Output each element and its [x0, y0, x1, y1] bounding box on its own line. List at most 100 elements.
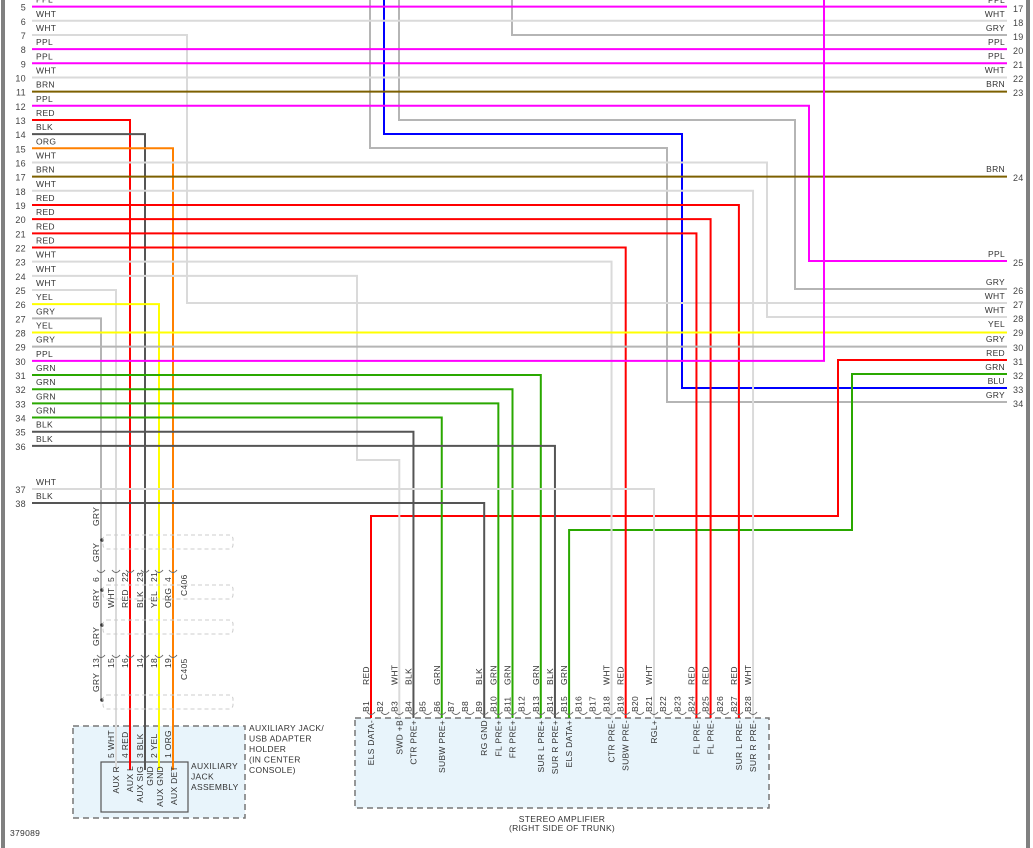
- wire-color-label: GRY: [986, 334, 1005, 344]
- c405-pin-number: 18: [149, 658, 159, 668]
- wire-color-label: WHT: [36, 179, 56, 189]
- amp-pin-function: SUR L PRE+: [536, 720, 546, 773]
- wire-number: 32: [1013, 371, 1024, 381]
- pin-terminal-icon: [423, 711, 432, 715]
- aux-jack-function: AUX L: [125, 766, 135, 792]
- c406-pin-number: 22: [120, 572, 130, 582]
- wire-left-15: [32, 147, 174, 770]
- wire-color-label: RED: [36, 193, 55, 203]
- aux-pin-label: 2 YEL: [149, 733, 159, 758]
- wire-number: 29: [15, 343, 26, 353]
- wire-number: 38: [15, 499, 26, 509]
- connector-terminal-icon: [96, 569, 106, 573]
- pin-terminal-icon: [564, 711, 574, 715]
- wire-left-23: [32, 260, 613, 718]
- aux-pin-label: 5 WHT: [106, 730, 116, 758]
- wire-right-33: [383, 0, 1007, 389]
- wire-left-13: [32, 118, 131, 770]
- wire-color-label: PPL: [36, 349, 53, 359]
- c406-pin-number: 23: [135, 572, 145, 582]
- wire-number: 19: [1013, 32, 1024, 42]
- wire-number: 21: [1013, 60, 1024, 70]
- wire-left-12: [32, 104, 1007, 262]
- wire-number: 35: [15, 428, 26, 438]
- wire-number: 8: [21, 45, 26, 55]
- amplifier-title: STEREO AMPLIFIER: [519, 814, 606, 824]
- wire-number: 23: [15, 258, 26, 268]
- shield-outline: [102, 619, 234, 635]
- wire-number: 24: [1013, 173, 1024, 183]
- pin-terminal-icon: [663, 711, 673, 715]
- wire-color-label: GRN: [36, 391, 56, 401]
- amp-pin-number: B26: [715, 696, 725, 712]
- c406-wire-color: GRY: [91, 589, 101, 608]
- amp-pin-number: B14: [545, 696, 555, 712]
- wire-left-26: [32, 303, 160, 770]
- c405-pin-number: 16: [120, 658, 130, 668]
- wire-color-label: RED: [36, 207, 55, 217]
- wire-left-32: [32, 388, 514, 718]
- amp-pin-function: FR PRE+: [508, 720, 518, 758]
- amp-pin-function: RGL+: [649, 720, 659, 744]
- connector-terminal-icon: [111, 569, 121, 573]
- amp-pin-function: FL PRE-: [706, 720, 716, 754]
- wire-color-label: BLU: [988, 376, 1005, 386]
- wire-right-31: [370, 359, 1007, 718]
- aux-holder-label: AUXILIARY JACK/: [249, 723, 324, 733]
- wire-color-label: YEL: [36, 321, 53, 331]
- wire-number: 23: [1013, 88, 1024, 98]
- amp-pin-function: SWD +B: [394, 720, 404, 755]
- connector-terminal-icon: [125, 654, 135, 658]
- wire-color-label: RED: [36, 235, 55, 245]
- pin-terminal-icon: [734, 711, 744, 715]
- aux-pin-label: 1 ORG: [163, 730, 173, 758]
- connector-terminal-icon: [154, 654, 164, 658]
- wire-color-label: PPL: [36, 0, 53, 5]
- wire-color-label: GRY: [36, 335, 55, 345]
- amp-pin-number: B27: [729, 696, 739, 712]
- wire-number: 33: [1013, 385, 1024, 395]
- wire-color-label: BRN: [986, 164, 1005, 174]
- wire-number: 27: [15, 314, 26, 324]
- wire-number: 34: [15, 414, 26, 424]
- wire-right-34: [369, 0, 1007, 403]
- wire-number: 36: [15, 442, 26, 452]
- connector-terminal-icon: [168, 569, 178, 573]
- amp-pin-function: CTR PRE+: [408, 720, 418, 765]
- wire-number: 15: [15, 144, 26, 154]
- wire-number: 20: [15, 215, 26, 225]
- wire-color-label: BLK: [36, 434, 53, 444]
- wire-color-label: YEL: [988, 319, 1005, 329]
- wire-right-19: [511, 0, 1007, 36]
- amp-pin-number: B25: [701, 696, 711, 712]
- wire-number: 22: [1013, 74, 1024, 84]
- aux-jack-assembly-box: [100, 761, 189, 813]
- wire-number: 21: [15, 229, 26, 239]
- pin-terminal-icon: [409, 711, 418, 715]
- aux-jack-label: JACK: [191, 772, 214, 782]
- wire-number: 31: [15, 371, 26, 381]
- connector-terminal-icon: [168, 654, 178, 658]
- wire-color-label: GRN: [985, 362, 1005, 372]
- c406-wire-color: WHT: [106, 588, 116, 608]
- pin-terminal-icon: [621, 711, 631, 715]
- wire-color-label: GRY: [986, 23, 1005, 33]
- wire-color-label: WHT: [985, 305, 1005, 315]
- amp-pin-number: B18: [602, 696, 612, 712]
- amp-pin-wire-color: GRN: [488, 665, 498, 685]
- pin-terminal-icon: [493, 711, 503, 715]
- wire-color-label: GRY: [36, 306, 55, 316]
- pin-terminal-icon: [451, 711, 461, 715]
- wire-number: 32: [15, 385, 26, 395]
- c406-pin-number: 6: [91, 577, 101, 582]
- wire-number: 25: [15, 286, 26, 296]
- wire-left-22: [32, 246, 627, 718]
- c406-wire-color: BLK: [135, 591, 145, 608]
- c406-wire-color: RED: [120, 589, 130, 608]
- wire-number: 25: [1013, 258, 1024, 268]
- amp-pin-number: B12: [517, 696, 527, 712]
- wire-right-26: [398, 0, 1007, 290]
- wire-color-label: BRN: [36, 80, 55, 90]
- wire-color-label: WHT: [36, 150, 56, 160]
